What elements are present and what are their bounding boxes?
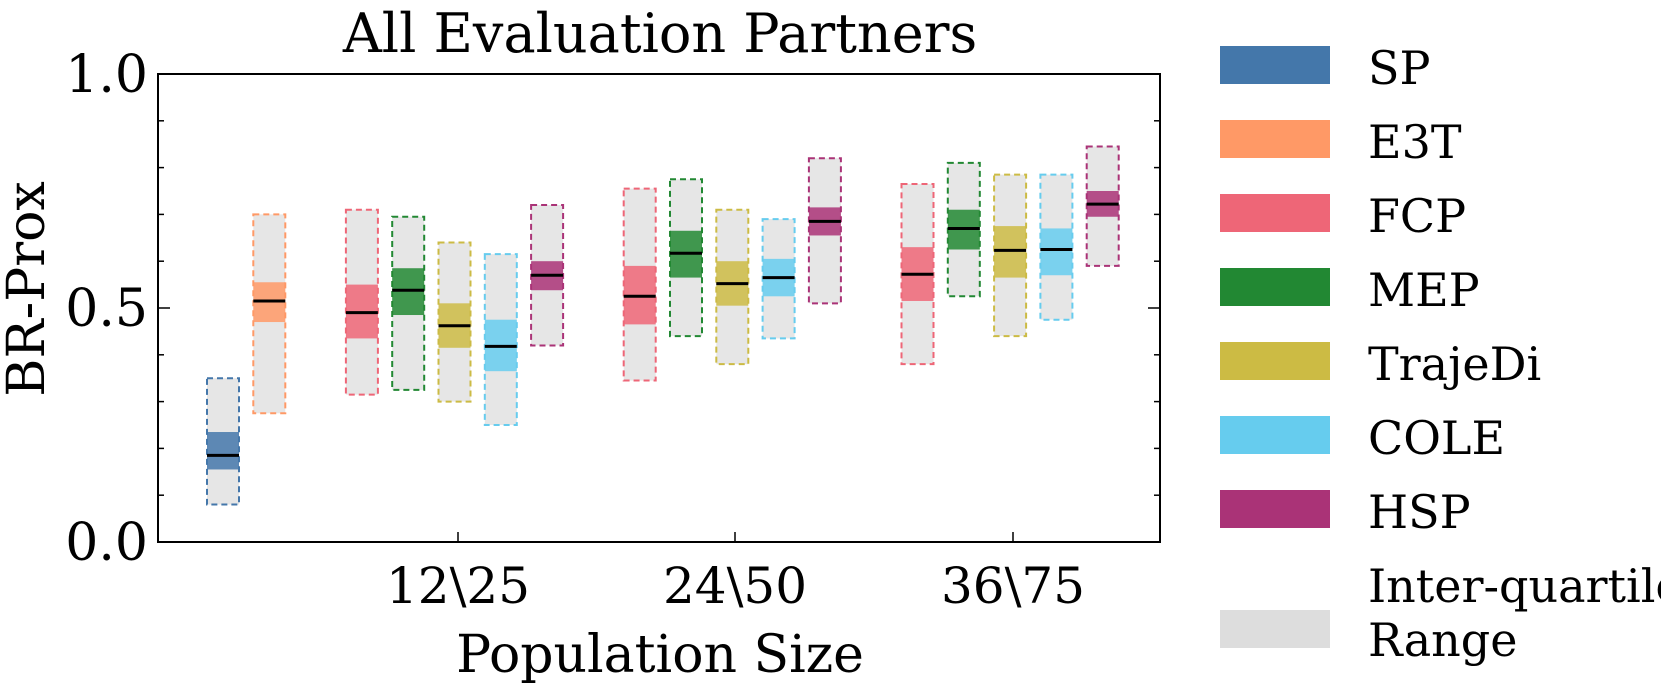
legend-swatch bbox=[1220, 490, 1330, 528]
box-mep bbox=[946, 161, 981, 298]
ci-band bbox=[207, 432, 239, 470]
legend-item: HSP bbox=[1220, 485, 1471, 539]
legend-swatch bbox=[1220, 194, 1330, 232]
legend-label: FCP bbox=[1368, 189, 1466, 243]
box-fcp bbox=[900, 182, 935, 366]
legend-swatch bbox=[1220, 46, 1330, 84]
box-cole bbox=[483, 253, 518, 426]
x-tick-label: 24\50 bbox=[663, 557, 807, 615]
y-axis-label: BR-Prox bbox=[0, 181, 57, 396]
x-tick-label: 36\75 bbox=[941, 557, 1085, 615]
box-layer bbox=[206, 145, 1120, 506]
box-mep bbox=[669, 178, 703, 338]
box-e3t bbox=[252, 213, 287, 415]
legend-swatch bbox=[1220, 120, 1330, 158]
y-tick-label: 0.0 bbox=[65, 513, 148, 573]
legend-item: COLE bbox=[1220, 411, 1505, 465]
legend-label: E3T bbox=[1368, 115, 1462, 169]
box-cole bbox=[761, 218, 796, 340]
legend: SP E3T FCP MEP TrajeDi COLE HSP Inter-quartileR… bbox=[1220, 41, 1661, 667]
legend-label: COLE bbox=[1368, 411, 1505, 465]
box-fcp bbox=[622, 187, 657, 382]
x-axis: 12\25 24\50 36\75 bbox=[386, 532, 1085, 615]
ci-band bbox=[1040, 228, 1073, 276]
legend-item: FCP bbox=[1220, 189, 1466, 243]
y-axis: 0.0 0.5 1.0 bbox=[65, 45, 1160, 573]
box-hsp bbox=[807, 157, 842, 305]
legend-label: Range bbox=[1368, 613, 1517, 667]
box-trajedi bbox=[993, 173, 1028, 338]
legend-item: MEP bbox=[1220, 263, 1480, 317]
box-sp bbox=[206, 377, 240, 506]
x-axis-label: Population Size bbox=[456, 625, 864, 685]
x-tick-label: 12\25 bbox=[386, 557, 530, 615]
legend-label: Inter-quartile bbox=[1368, 559, 1661, 613]
y-tick-label: 0.5 bbox=[65, 279, 148, 339]
legend-swatch bbox=[1220, 342, 1330, 380]
legend-item: E3T bbox=[1220, 115, 1462, 169]
chart-title: All Evaluation Partners bbox=[342, 2, 977, 65]
box-trajedi bbox=[437, 241, 472, 403]
box-hsp bbox=[530, 204, 565, 347]
legend-label: TrajeDi bbox=[1368, 337, 1541, 391]
legend-swatch bbox=[1220, 610, 1330, 648]
legend-item: SP bbox=[1220, 41, 1430, 95]
legend-label: HSP bbox=[1368, 485, 1471, 539]
legend-swatch bbox=[1220, 416, 1330, 454]
box-hsp bbox=[1085, 145, 1120, 267]
y-tick-label: 1.0 bbox=[65, 45, 148, 105]
box-mep bbox=[391, 215, 426, 391]
legend-label: SP bbox=[1368, 41, 1430, 95]
box-trajedi bbox=[715, 208, 750, 366]
box-fcp bbox=[344, 208, 379, 396]
legend-label: MEP bbox=[1368, 263, 1480, 317]
box-cole bbox=[1039, 173, 1074, 321]
legend-item: TrajeDi bbox=[1220, 337, 1541, 391]
legend-swatch bbox=[1220, 268, 1330, 306]
